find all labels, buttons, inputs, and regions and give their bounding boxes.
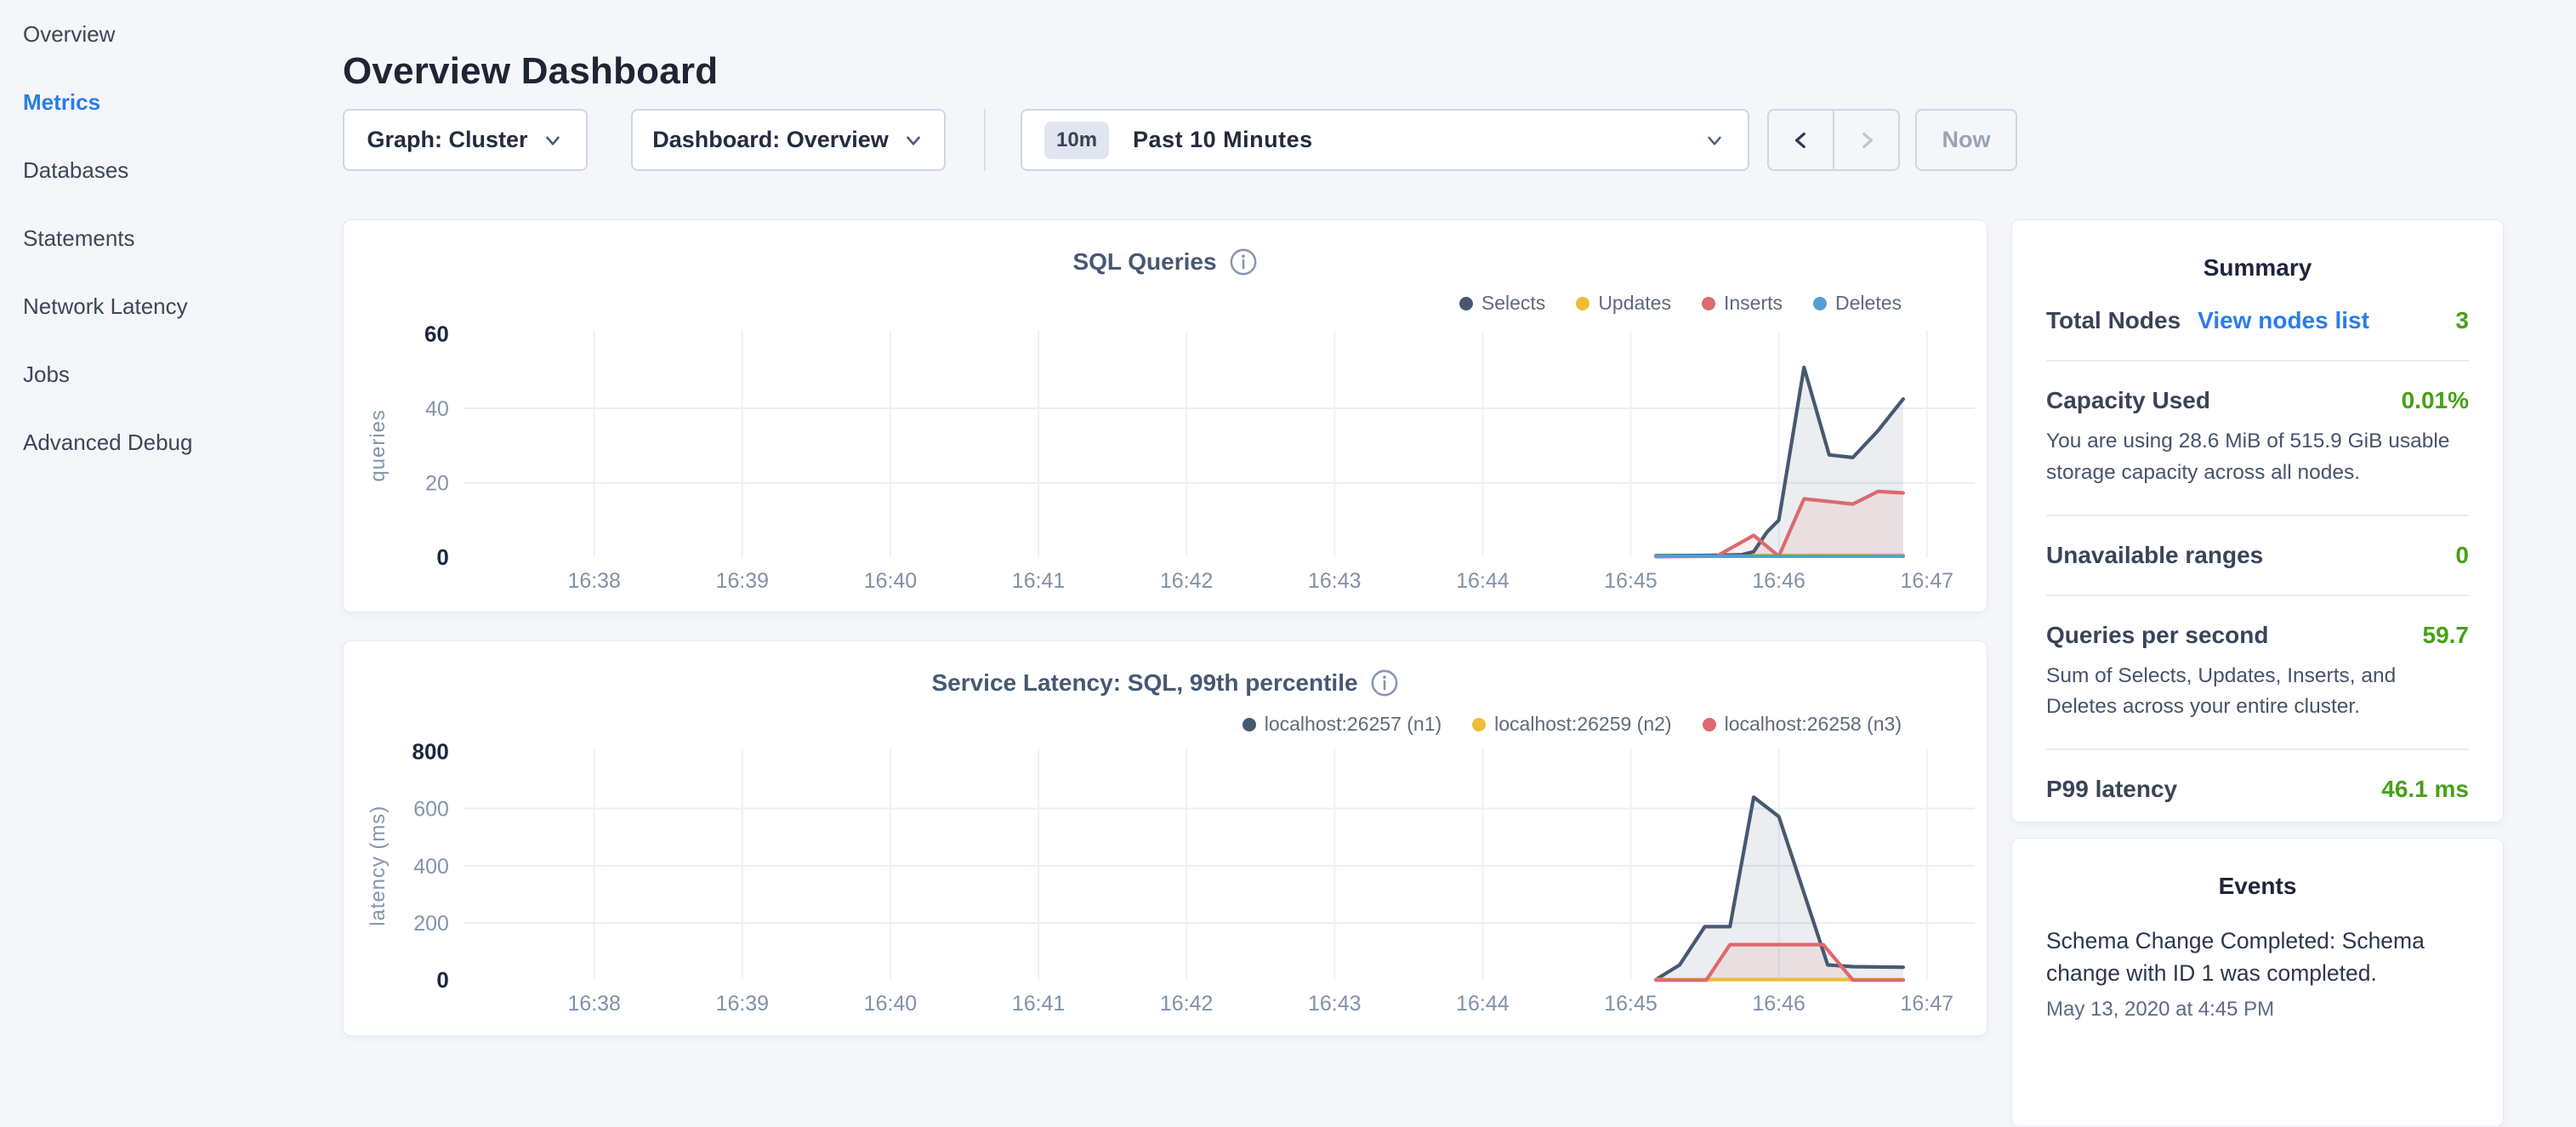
toolbar: Graph: Cluster Dashboard: Overview 10m P… — [343, 109, 2044, 171]
svg-text:16:42: 16:42 — [1160, 569, 1213, 593]
summary-label: Capacity Used — [2046, 387, 2210, 414]
svg-text:200: 200 — [413, 912, 449, 936]
chevron-down-icon — [1703, 129, 1726, 151]
svg-text:16:43: 16:43 — [1308, 569, 1361, 593]
svg-text:16:38: 16:38 — [567, 569, 620, 593]
chevron-left-icon — [1790, 129, 1812, 151]
summary-label: Total Nodes — [2046, 307, 2181, 334]
summary-row-capacity-used: Capacity Used 0.01% You are using 28.6 M… — [2046, 361, 2469, 516]
svg-text:60: 60 — [424, 322, 449, 346]
svg-text:20: 20 — [425, 472, 449, 496]
svg-text:latency (ms): latency (ms) — [367, 805, 390, 926]
svg-text:16:42: 16:42 — [1160, 992, 1213, 1016]
sql-queries-line-chart[interactable]: 16:38 16:39 16:40 16:41 16:42 16:43 16:44 16:45… — [344, 220, 1987, 612]
svg-text:0: 0 — [436, 969, 448, 993]
view-nodes-list-link[interactable]: View nodes list — [2198, 307, 2369, 334]
dashboard-dropdown[interactable]: Dashboard: Overview — [631, 109, 946, 171]
summary-description: You are using 28.6 MiB of 515.9 GiB usab… — [2046, 426, 2469, 489]
chevron-right-icon — [1856, 129, 1878, 151]
svg-text:16:45: 16:45 — [1604, 569, 1657, 593]
summary-value: 0.01% — [2402, 387, 2469, 414]
svg-text:queries: queries — [367, 409, 390, 481]
summary-row-p99-latency: P99 latency 46.1 ms — [2046, 750, 2469, 828]
svg-text:16:45: 16:45 — [1604, 992, 1657, 1016]
event-timestamp: May 13, 2020 at 4:45 PM — [2046, 998, 2469, 1022]
svg-text:16:41: 16:41 — [1012, 569, 1065, 593]
events-heading: Events — [2046, 873, 2469, 900]
summary-panel: Summary Total Nodes View nodes list 3 Ca… — [2011, 219, 2504, 822]
svg-text:800: 800 — [412, 740, 449, 764]
event-message: Schema Change Completed: Schema change w… — [2046, 925, 2469, 989]
summary-value: 3 — [2455, 307, 2469, 334]
service-latency-line-chart[interactable]: 16:38 16:39 16:40 16:41 16:42 16:43 16:44 16:45… — [344, 641, 1987, 1035]
time-range-label: Past 10 Minutes — [1133, 127, 1313, 153]
sidebar-item-metrics[interactable]: Metrics — [0, 68, 343, 136]
time-range-dropdown[interactable]: 10m Past 10 Minutes — [1021, 109, 1749, 171]
summary-row-unavailable-ranges: Unavailable ranges 0 — [2046, 516, 2469, 596]
svg-text:16:41: 16:41 — [1012, 992, 1065, 1016]
sql-queries-chart-card: SQL Queries SelectsUpdatesInsertsDeletes… — [343, 219, 1987, 612]
svg-text:16:47: 16:47 — [1901, 992, 1953, 1016]
summary-row-queries-per-second: Queries per second 59.7 Sum of Selects, … — [2046, 596, 2469, 751]
svg-text:600: 600 — [413, 798, 449, 822]
svg-text:16:44: 16:44 — [1456, 569, 1510, 593]
svg-text:16:40: 16:40 — [864, 569, 917, 593]
svg-text:16:46: 16:46 — [1752, 569, 1805, 593]
svg-text:16:39: 16:39 — [716, 992, 769, 1016]
sidebar-item-advanced-debug[interactable]: Advanced Debug — [0, 408, 343, 476]
sidebar: Overview Metrics Databases Statements Ne… — [0, 0, 343, 1051]
events-panel: Events Schema Change Completed: Schema c… — [2011, 838, 2504, 1127]
svg-text:0: 0 — [436, 546, 448, 570]
time-step-buttons — [1767, 109, 1900, 171]
svg-text:16:39: 16:39 — [716, 569, 769, 593]
summary-label: Queries per second — [2046, 622, 2268, 649]
chevron-down-icon — [902, 129, 924, 151]
chevron-down-icon — [542, 129, 564, 151]
event-list-item[interactable]: Schema Change Completed: Schema change w… — [2046, 925, 2469, 1022]
sidebar-item-statements[interactable]: Statements — [0, 204, 343, 272]
svg-text:400: 400 — [413, 855, 449, 879]
now-button[interactable]: Now — [1915, 109, 2017, 171]
previous-time-button[interactable] — [1769, 111, 1833, 169]
summary-description: Sum of Selects, Updates, Inserts, and De… — [2046, 661, 2469, 724]
svg-text:16:38: 16:38 — [567, 992, 620, 1016]
summary-value: 46.1 ms — [2381, 776, 2469, 803]
service-latency-chart-card: Service Latency: SQL, 99th percentile lo… — [343, 640, 1987, 1036]
sidebar-item-overview[interactable]: Overview — [0, 0, 343, 68]
svg-text:40: 40 — [425, 397, 449, 421]
graph-scope-dropdown[interactable]: Graph: Cluster — [343, 109, 588, 171]
summary-label: Unavailable ranges — [2046, 542, 2263, 569]
svg-text:16:40: 16:40 — [864, 992, 917, 1016]
svg-text:16:43: 16:43 — [1308, 992, 1361, 1016]
toolbar-divider — [984, 109, 986, 171]
summary-label: P99 latency — [2046, 776, 2177, 803]
summary-row-total-nodes: Total Nodes View nodes list 3 — [2046, 282, 2469, 361]
summary-heading: Summary — [2046, 254, 2469, 282]
svg-text:16:46: 16:46 — [1752, 992, 1805, 1016]
sidebar-item-databases[interactable]: Databases — [0, 136, 343, 204]
sidebar-item-jobs[interactable]: Jobs — [0, 340, 343, 408]
svg-text:16:47: 16:47 — [1901, 569, 1953, 593]
page-title: Overview Dashboard — [343, 50, 718, 93]
next-time-button[interactable] — [1833, 111, 1898, 169]
summary-value: 59.7 — [2423, 622, 2470, 649]
summary-value: 0 — [2455, 542, 2469, 569]
sidebar-item-network-latency[interactable]: Network Latency — [0, 272, 343, 340]
svg-text:16:44: 16:44 — [1456, 992, 1510, 1016]
time-range-badge: 10m — [1044, 122, 1109, 159]
